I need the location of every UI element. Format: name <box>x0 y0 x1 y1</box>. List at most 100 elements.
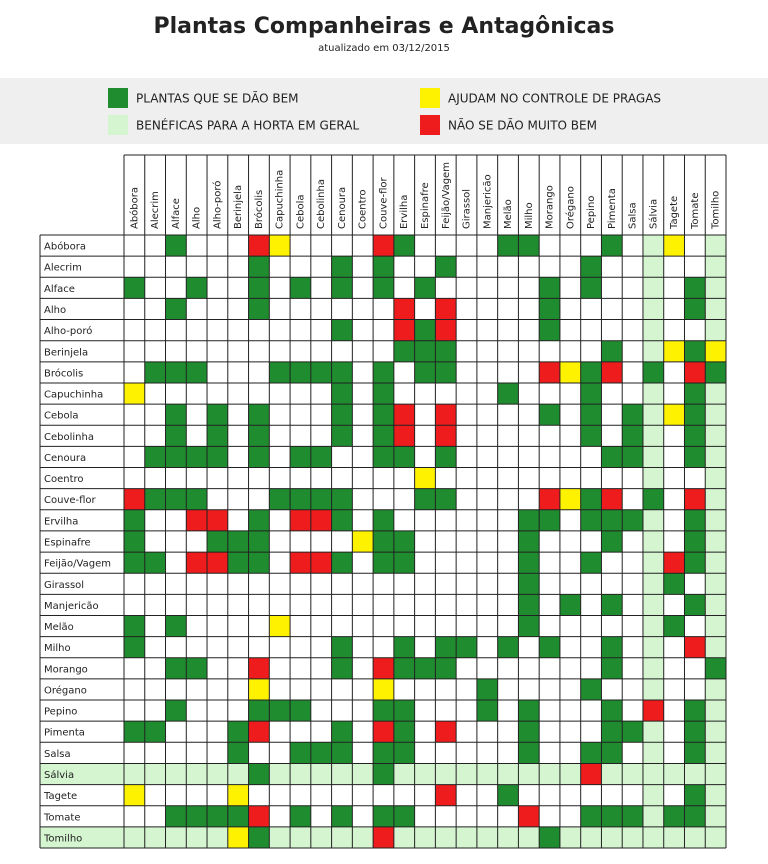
cell-good <box>248 700 270 722</box>
cell-good <box>165 615 187 637</box>
row-label: Coentro <box>44 474 84 485</box>
cell-good <box>227 721 249 743</box>
cell-good <box>539 826 560 848</box>
cell-good <box>518 615 540 637</box>
cell-bad <box>684 636 706 658</box>
cell-good <box>290 446 311 468</box>
cell-good <box>144 721 166 743</box>
cell-good <box>684 277 706 299</box>
cell-good <box>663 805 685 827</box>
cell-bad <box>539 361 560 383</box>
cell-bad <box>207 509 228 531</box>
cell-good <box>580 805 602 827</box>
cell-good <box>580 509 602 531</box>
cell-good <box>559 594 581 616</box>
cell-good <box>227 742 249 764</box>
cell-good <box>331 657 353 679</box>
cell-good <box>248 277 270 299</box>
cell-bad <box>435 425 457 447</box>
column-label: Salsa <box>628 202 639 229</box>
row-label: Abóbora <box>44 241 86 253</box>
cell-good <box>373 509 394 531</box>
cell-good <box>290 700 311 722</box>
cell-pest <box>559 361 581 383</box>
cell-pest <box>227 784 249 806</box>
cell-good <box>310 488 332 510</box>
cell-good <box>186 446 208 468</box>
cell-good <box>684 425 706 447</box>
cell-good <box>684 594 706 616</box>
cell-good <box>165 700 187 722</box>
row-label: Orégano <box>44 684 87 696</box>
cell-pest <box>227 826 249 848</box>
cell-good <box>435 446 457 468</box>
cell-good <box>186 488 208 510</box>
column-label: Cebola <box>295 194 306 229</box>
cell-bad <box>186 552 208 574</box>
cell-good <box>373 382 394 405</box>
column-label: Alface <box>171 198 182 229</box>
cell-good <box>601 700 623 722</box>
cell-good <box>373 742 394 764</box>
row-label: Girassol <box>44 580 84 591</box>
cell-good <box>393 742 415 764</box>
cell-good <box>331 404 353 426</box>
cell-good <box>642 361 664 383</box>
cell-good <box>601 235 623 257</box>
cell-good <box>601 509 623 531</box>
row-label: Tagete <box>43 791 77 802</box>
cell-good <box>539 277 560 299</box>
cell-good <box>248 552 270 574</box>
cell-good <box>663 573 685 595</box>
cell-good <box>601 340 623 362</box>
cell-good <box>414 277 436 299</box>
title: Plantas Companheiras e Antagônicas <box>154 14 615 39</box>
cell-good <box>144 446 166 468</box>
row-label: Salsa <box>44 749 71 760</box>
cell-good <box>684 530 706 553</box>
legend-label: BENÉFICAS PARA A HORTA EM GERAL <box>136 118 359 133</box>
row-label: Sálvia <box>44 769 74 781</box>
cell-good <box>435 256 457 278</box>
cell-good <box>290 805 311 827</box>
column-label: Tagete <box>669 196 680 230</box>
row-label: Tomate <box>43 812 80 823</box>
cell-good <box>518 742 540 764</box>
cell-bad <box>601 361 623 383</box>
cell-bad <box>539 488 560 510</box>
cell-good <box>497 235 519 257</box>
cell-good <box>124 636 145 658</box>
cell-good <box>165 425 187 447</box>
cell-good <box>622 425 643 447</box>
row-label: Alface <box>44 284 75 295</box>
cell-good <box>248 298 270 320</box>
column-label: Pepino <box>586 196 597 229</box>
cell-good <box>331 361 353 383</box>
cell-good <box>622 404 643 426</box>
cell-bad <box>435 784 457 806</box>
cell-good <box>331 721 353 743</box>
cell-good <box>207 404 228 426</box>
row-label: Cebolinha <box>44 432 94 443</box>
cell-good <box>165 298 187 320</box>
cell-good <box>227 805 249 827</box>
cell-good <box>580 425 602 447</box>
cell-good <box>165 805 187 827</box>
cell-good <box>331 805 353 827</box>
legend-swatch <box>108 88 128 108</box>
cell-good <box>539 298 560 320</box>
cell-good <box>290 277 311 299</box>
legend-label: AJUDAM NO CONTROLE DE PRAGAS <box>448 92 661 106</box>
cell-good <box>373 530 394 553</box>
row-label: Cebola <box>44 411 79 422</box>
cell-good <box>186 277 208 299</box>
cell-good <box>414 340 436 362</box>
cell-good <box>435 488 457 510</box>
cell-good <box>684 446 706 468</box>
cell-bad <box>435 319 457 341</box>
cell-good <box>705 361 726 383</box>
cell-bad <box>393 298 415 320</box>
cell-good <box>456 636 477 658</box>
legend-swatch <box>420 115 440 135</box>
cell-bad <box>684 361 706 383</box>
